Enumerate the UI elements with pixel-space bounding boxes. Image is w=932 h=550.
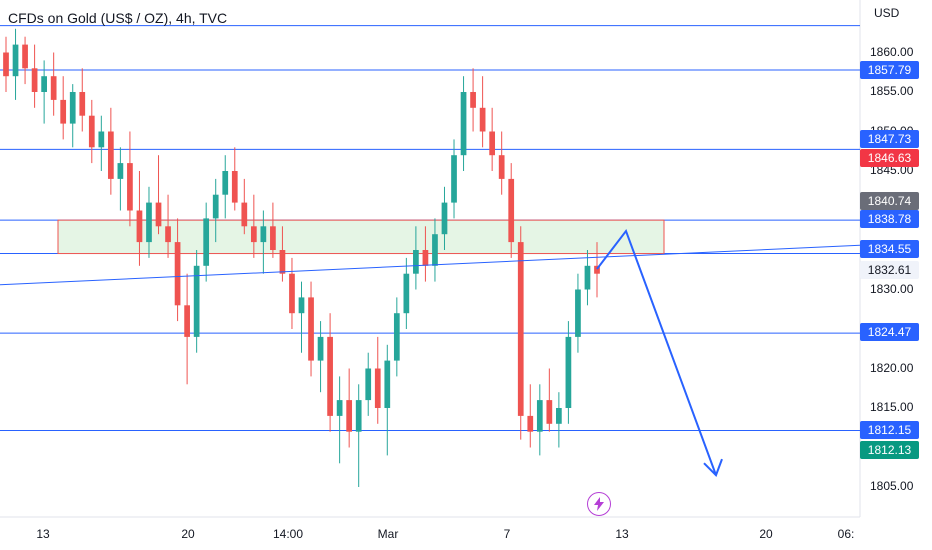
candle-body bbox=[250, 226, 257, 243]
drawings bbox=[0, 228, 861, 477]
time-tick: 13 bbox=[36, 527, 50, 541]
candle-body bbox=[498, 155, 505, 179]
candle-body bbox=[212, 194, 219, 219]
candle-body bbox=[260, 226, 267, 243]
candle-body bbox=[594, 265, 600, 274]
lightning-icon[interactable] bbox=[587, 492, 611, 516]
price-tick: 1860.00 bbox=[870, 44, 914, 59]
price-label-gray: 1840.74 bbox=[860, 192, 919, 210]
candle-body bbox=[88, 115, 95, 148]
candle-body bbox=[50, 76, 57, 100]
candle-body bbox=[327, 336, 333, 416]
price-label-line: 1824.47 bbox=[860, 323, 919, 341]
candle-body bbox=[98, 131, 105, 148]
price-label-current: 1812.13 bbox=[860, 441, 919, 459]
time-tick: 7 bbox=[503, 527, 511, 541]
candle-body bbox=[489, 131, 496, 156]
candle-body bbox=[393, 313, 400, 361]
candle-body bbox=[3, 52, 9, 77]
candle-body bbox=[584, 265, 591, 290]
candle-body bbox=[146, 202, 152, 243]
time-tick: 20 bbox=[181, 527, 195, 541]
candle-body bbox=[165, 226, 171, 243]
candle-body bbox=[22, 44, 28, 69]
candle-body bbox=[536, 400, 543, 432]
price-label-down: 1846.63 bbox=[860, 149, 919, 167]
candle-body bbox=[336, 400, 343, 416]
currency-label[interactable]: USD bbox=[874, 6, 900, 20]
candle-body bbox=[107, 131, 114, 179]
candle-body bbox=[41, 76, 47, 92]
candle-body bbox=[79, 92, 86, 116]
price-label-line: 1838.78 bbox=[860, 210, 919, 228]
candle-body bbox=[317, 336, 324, 361]
candle-body bbox=[527, 415, 534, 432]
candle-body bbox=[127, 163, 133, 211]
candle-body bbox=[270, 226, 276, 250]
time-tick: 06: bbox=[837, 527, 855, 541]
candle-body bbox=[31, 68, 38, 92]
candle-body bbox=[517, 242, 524, 416]
price-label-line: 1834.55 bbox=[860, 240, 919, 258]
candle-body bbox=[136, 210, 143, 243]
candle-body bbox=[470, 92, 476, 108]
time-tick: 14:00 bbox=[272, 527, 304, 541]
candle-body bbox=[60, 99, 67, 124]
candle-body bbox=[556, 408, 562, 424]
candle-body bbox=[451, 155, 457, 203]
candle-body bbox=[441, 202, 448, 235]
candle-body bbox=[241, 202, 248, 227]
chart-title: CFDs on Gold (US$ / OZ), 4h, TVC bbox=[8, 10, 228, 26]
candle-body bbox=[12, 44, 19, 77]
price-label-plain: 1832.61 bbox=[860, 261, 919, 279]
candle-body bbox=[374, 368, 381, 408]
candle-body bbox=[384, 360, 391, 408]
price-tick: 1815.00 bbox=[870, 400, 914, 414]
price-tick: 1820.00 bbox=[870, 360, 914, 375]
candle-body bbox=[174, 242, 181, 306]
candle-body bbox=[432, 234, 438, 266]
candle-body bbox=[203, 218, 210, 266]
bolt-icon bbox=[594, 497, 604, 511]
time-tick: 20 bbox=[759, 527, 773, 541]
candle-body bbox=[298, 297, 305, 314]
price-label-line: 1812.15 bbox=[860, 421, 919, 439]
candle-body bbox=[413, 250, 419, 274]
price-label-line: 1847.73 bbox=[860, 130, 919, 148]
candle-body bbox=[193, 265, 200, 337]
candlestick-series bbox=[3, 28, 600, 487]
candle-body bbox=[155, 202, 162, 227]
candle-body bbox=[279, 250, 286, 274]
candle-body bbox=[231, 171, 238, 203]
candle-body bbox=[403, 273, 410, 314]
candle-body bbox=[422, 250, 429, 266]
candle-body bbox=[508, 178, 515, 243]
candle-body bbox=[69, 92, 76, 124]
candle-body bbox=[546, 400, 553, 424]
projection-arrowhead bbox=[703, 458, 723, 477]
price-tick: 1855.00 bbox=[870, 84, 914, 98]
price-tick: 1805.00 bbox=[870, 479, 914, 493]
time-tick: Mar bbox=[377, 527, 399, 541]
candle-body bbox=[308, 297, 314, 361]
candle-body bbox=[184, 305, 190, 337]
trendline bbox=[0, 244, 861, 286]
price-label-line: 1857.79 bbox=[860, 61, 919, 79]
candle-body bbox=[222, 171, 229, 195]
time-tick: 13 bbox=[615, 527, 629, 541]
candle-body bbox=[565, 336, 572, 408]
candle-body bbox=[289, 273, 295, 314]
candle-body bbox=[355, 400, 362, 432]
candle-body bbox=[460, 92, 467, 156]
price-tick: 1830.00 bbox=[870, 281, 914, 296]
candle-body bbox=[479, 107, 486, 132]
projection-path bbox=[596, 228, 717, 476]
candle-body bbox=[346, 400, 353, 432]
candle-body bbox=[117, 163, 124, 179]
candle-body bbox=[365, 368, 372, 401]
candle-body bbox=[575, 289, 581, 337]
